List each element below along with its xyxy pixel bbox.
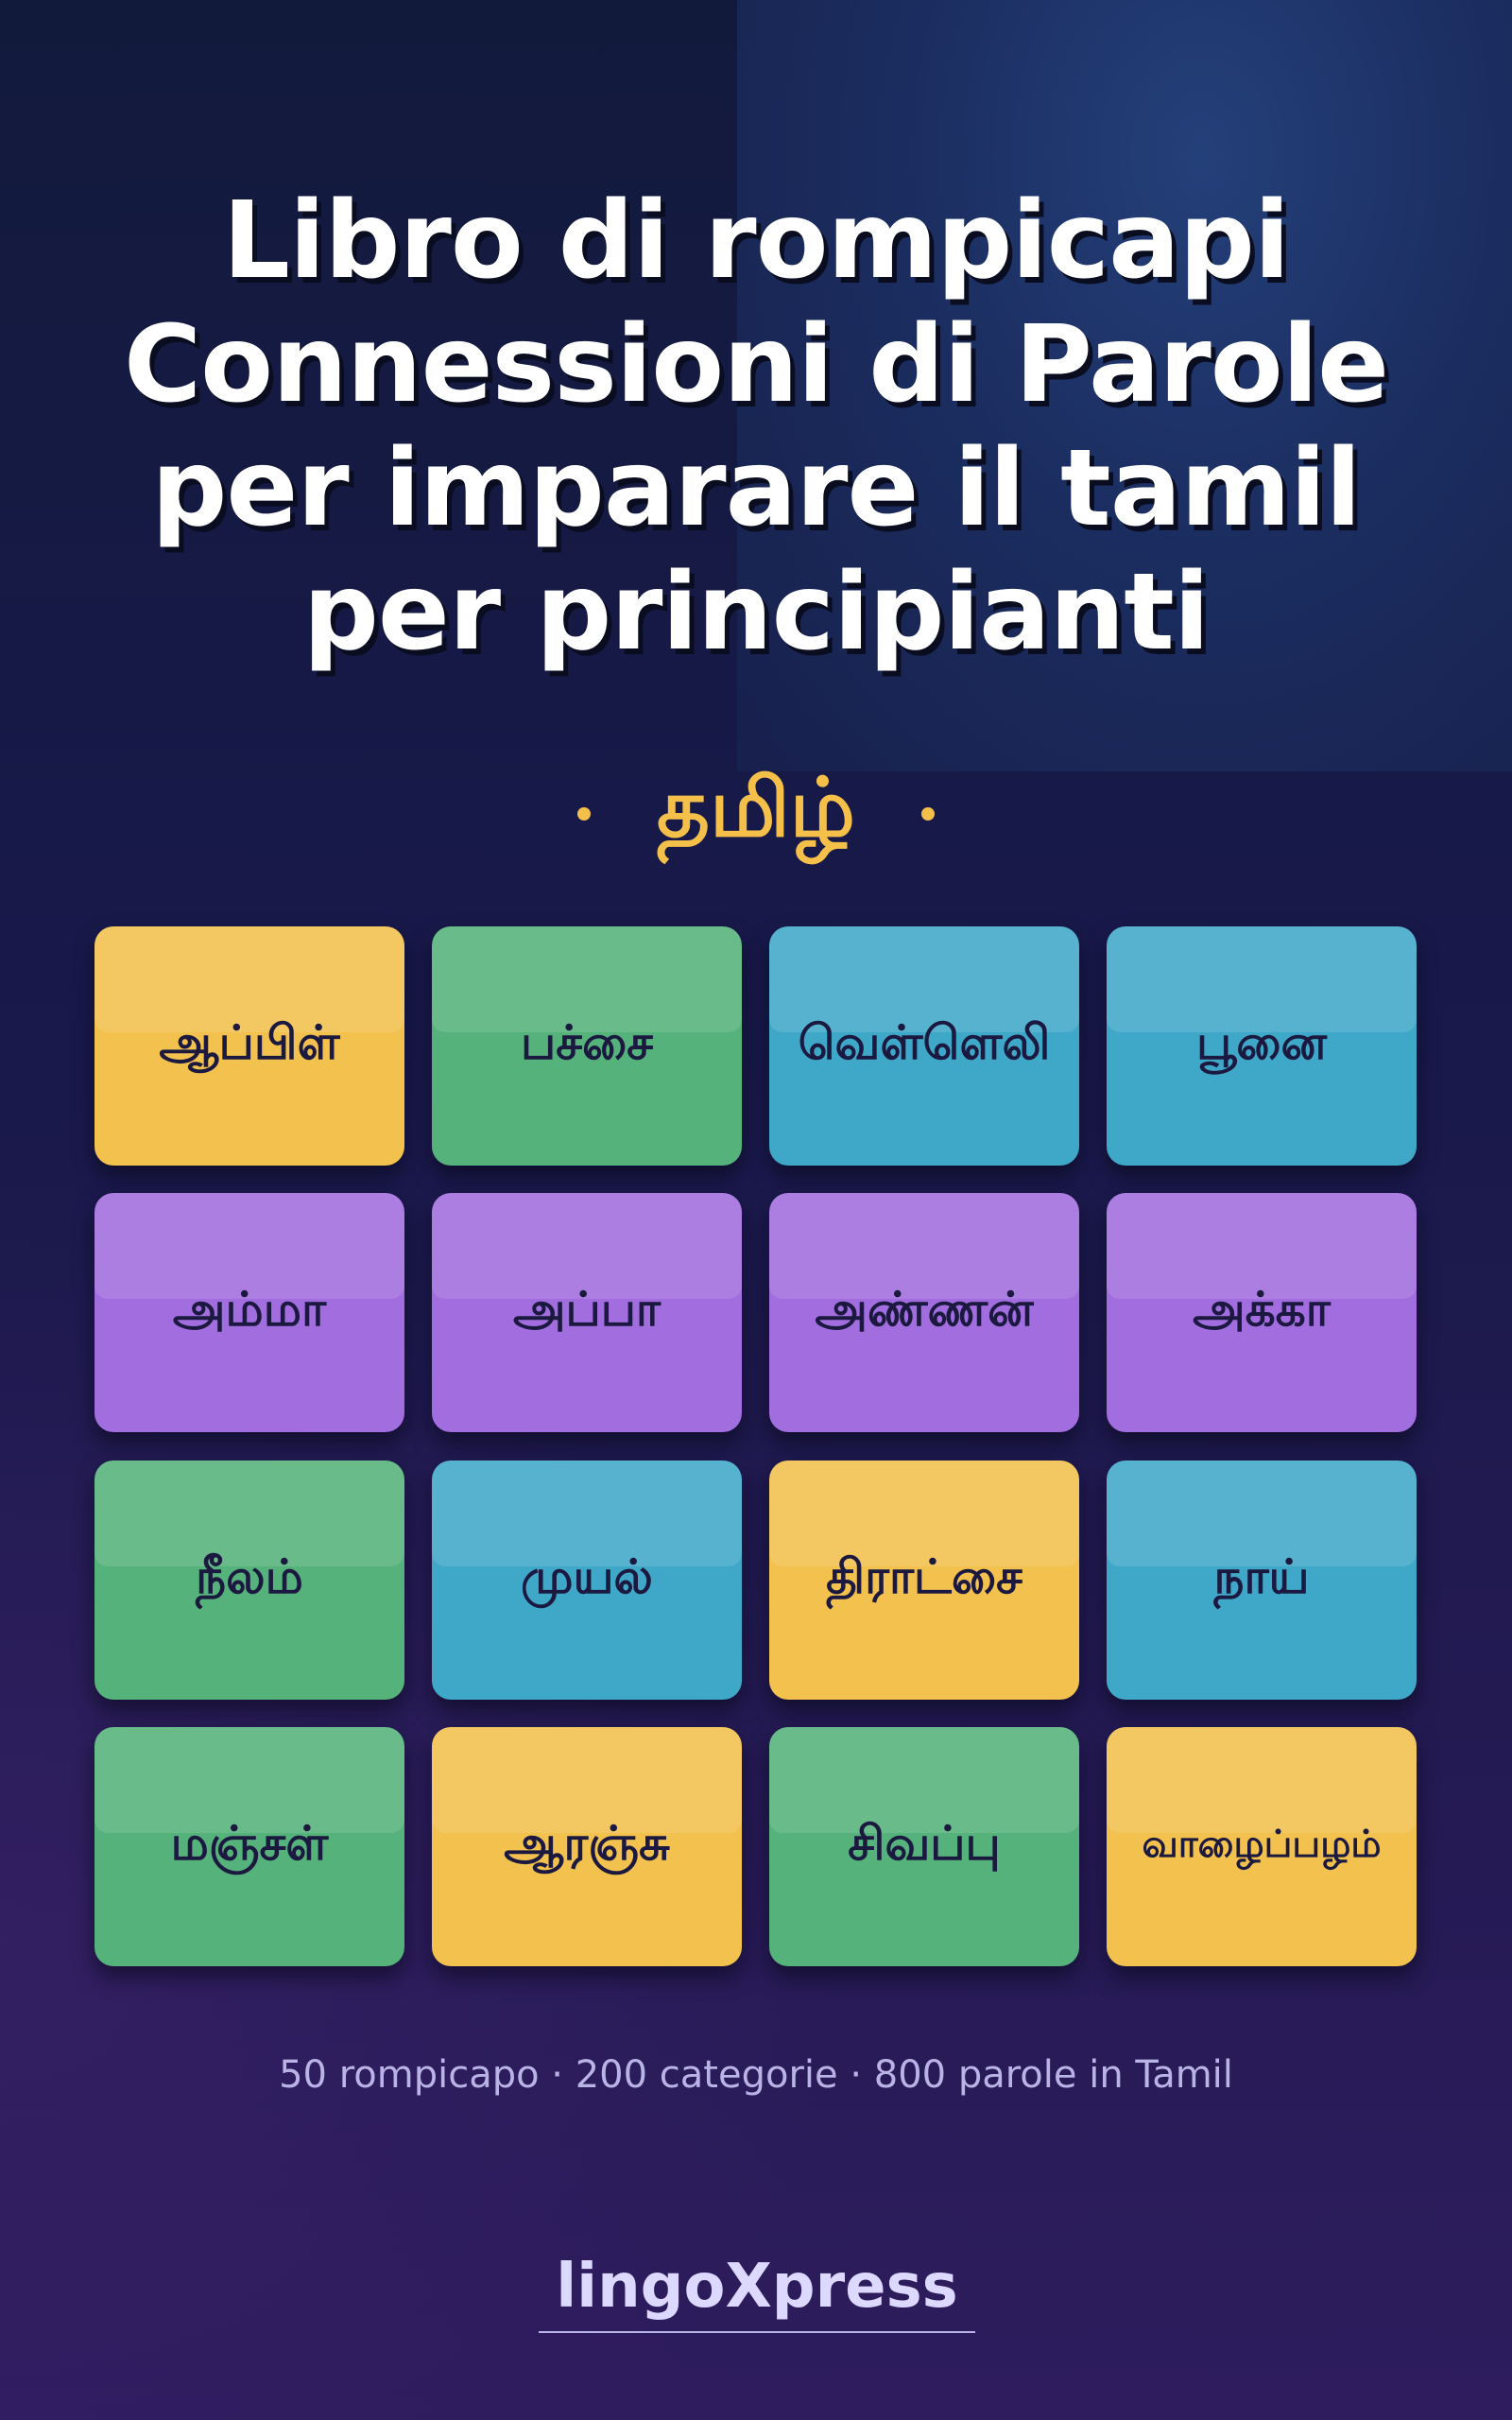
word-tile[interactable]: நாய் [1107,1461,1417,1700]
word-tile-label: திராட்சை [826,1549,1022,1604]
word-tile-label: அப்பா [512,1282,662,1337]
word-tile-label: முயல் [521,1549,653,1604]
title-line: per imparare il tamil [151,427,1362,550]
word-tile-label: பூனை [1195,1015,1328,1070]
background-glow [737,0,1512,771]
word-tile[interactable]: முயல் [432,1461,742,1700]
word-tile[interactable]: சிவப்பு [769,1727,1079,1966]
page-title: Libro di rompicapi Connessioni di Parole… [0,180,1512,675]
word-tile-label: ஆரஞ்சு [504,1816,670,1871]
word-tile[interactable]: அக்கா [1107,1193,1417,1432]
word-tile[interactable]: பூனை [1107,926,1417,1166]
brand-logo: lingoXpress [539,2252,975,2333]
word-tile-label: நீலம் [196,1549,303,1604]
word-tile-label: வெள்ளெலி [798,1015,1051,1070]
word-tile[interactable]: அப்பா [432,1193,742,1432]
word-tile[interactable]: வாழைப்பழம் [1107,1727,1417,1966]
word-tile[interactable]: அம்மா [94,1193,404,1432]
title-line: per principianti [302,551,1210,674]
word-tile[interactable]: அண்ணன் [769,1193,1079,1432]
word-tile-label: மஞ்சள் [170,1816,329,1871]
word-tile[interactable]: ஆரஞ்சு [432,1727,742,1966]
dot-icon [920,806,935,821]
word-tile[interactable]: மஞ்சள் [94,1727,404,1966]
word-tile-label: அண்ணன் [815,1282,1034,1337]
word-tile[interactable]: திராட்சை [769,1461,1079,1700]
word-tile-label: நாய் [1213,1549,1310,1604]
language-text: தமிழ் [657,761,855,856]
word-tile-label: ஆப்பிள் [159,1015,340,1070]
word-tile[interactable]: நீலம் [94,1461,404,1700]
word-tile-label: சிவப்பு [848,1816,1001,1871]
title-line: Connessioni di Parole [123,303,1389,426]
word-tile-label: அம்மா [172,1282,327,1337]
word-tile[interactable]: பச்சை [432,926,742,1166]
word-tile-label: வாழைப்பழம் [1142,1823,1382,1866]
word-tile[interactable]: வெள்ளெலி [769,926,1079,1166]
word-tile-label: பச்சை [521,1015,653,1070]
stats-text: 50 rompicapo · 200 categorie · 800 parol… [279,2053,1233,2097]
language-label: தமிழ் [0,761,1512,866]
word-tile-label: அக்கா [1193,1282,1331,1337]
dot-icon [577,806,592,821]
word-tile[interactable]: ஆப்பிள் [94,926,404,1166]
title-line: Libro di rompicapi [222,180,1291,302]
